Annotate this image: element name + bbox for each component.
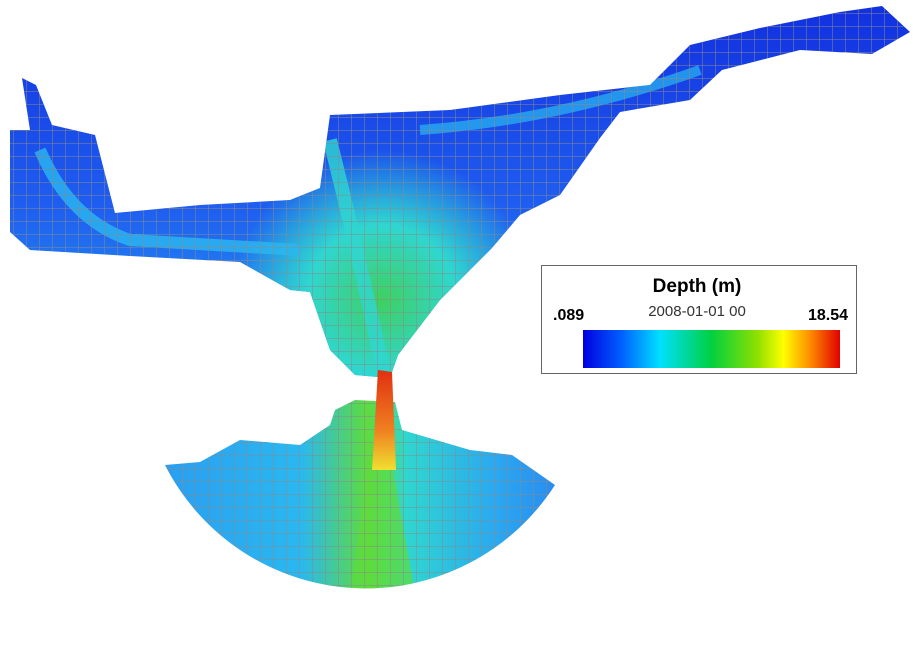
legend-min: .089 [553, 307, 584, 324]
depth-map: Depth (m) .089 2008-01-01 00 18.54 [0, 0, 913, 646]
legend-max: 18.54 [808, 307, 848, 324]
legend: Depth (m) .089 2008-01-01 00 18.54 [542, 266, 857, 374]
deep-channel [372, 370, 396, 470]
legend-title: Depth (m) [653, 276, 742, 297]
legend-timestamp: 2008-01-01 00 [648, 303, 746, 320]
estuary-mesh [150, 370, 570, 640]
color-bar [583, 330, 840, 368]
